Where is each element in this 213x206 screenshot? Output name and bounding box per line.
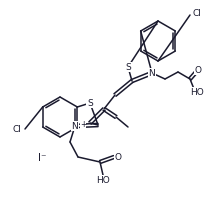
Text: N: N <box>149 69 155 78</box>
Text: O: O <box>194 66 201 75</box>
Text: Cl: Cl <box>193 8 201 18</box>
Text: I⁻: I⁻ <box>38 152 46 162</box>
Text: N: N <box>72 122 78 131</box>
Text: Cl: Cl <box>13 125 22 134</box>
Text: HO: HO <box>190 88 204 97</box>
Text: S: S <box>87 99 93 108</box>
Text: O: O <box>115 153 121 162</box>
Text: S: S <box>125 63 131 72</box>
Text: HO: HO <box>96 176 110 185</box>
Text: +: + <box>80 120 86 129</box>
